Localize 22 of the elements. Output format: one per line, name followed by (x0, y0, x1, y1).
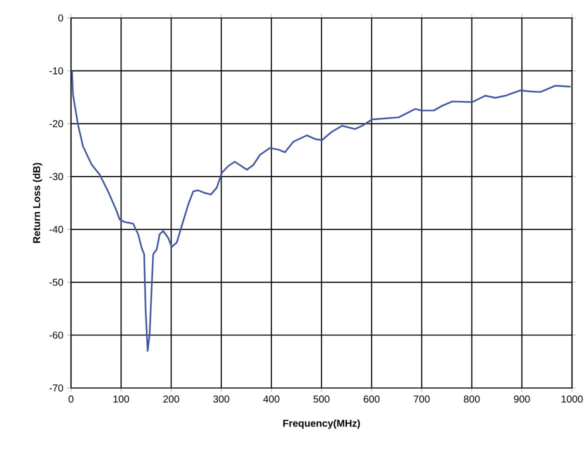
x-tick-label: 600 (364, 396, 380, 403)
y-tick-label: -20 (49, 120, 64, 128)
y-tick-label: -60 (49, 332, 64, 339)
x-axis-title: Frequency(MHz) (283, 419, 360, 429)
x-tick-label: 500 (314, 396, 330, 403)
x-tick-label: 800 (464, 396, 480, 403)
y-tick-label: -50 (49, 278, 64, 286)
x-tick-label: 300 (213, 396, 230, 403)
y-tick-label: -70 (49, 384, 64, 392)
x-tick-label: 1000 (562, 396, 583, 403)
y-tick-label: -10 (49, 67, 64, 74)
x-tick-label: 200 (163, 396, 180, 403)
y-axis-title: Return Loss (dB) (32, 162, 42, 243)
y-tick-label: -40 (49, 226, 64, 233)
x-tick-label: 900 (514, 396, 530, 403)
x-tick-label: 100 (114, 396, 130, 403)
x-tick-label: 700 (414, 396, 430, 403)
x-tick-label: 400 (263, 396, 280, 403)
y-tick-label: 0 (58, 14, 64, 22)
x-tick-label: 0 (68, 396, 74, 403)
line-series (71, 70, 572, 352)
y-tick-label: -30 (49, 173, 64, 180)
